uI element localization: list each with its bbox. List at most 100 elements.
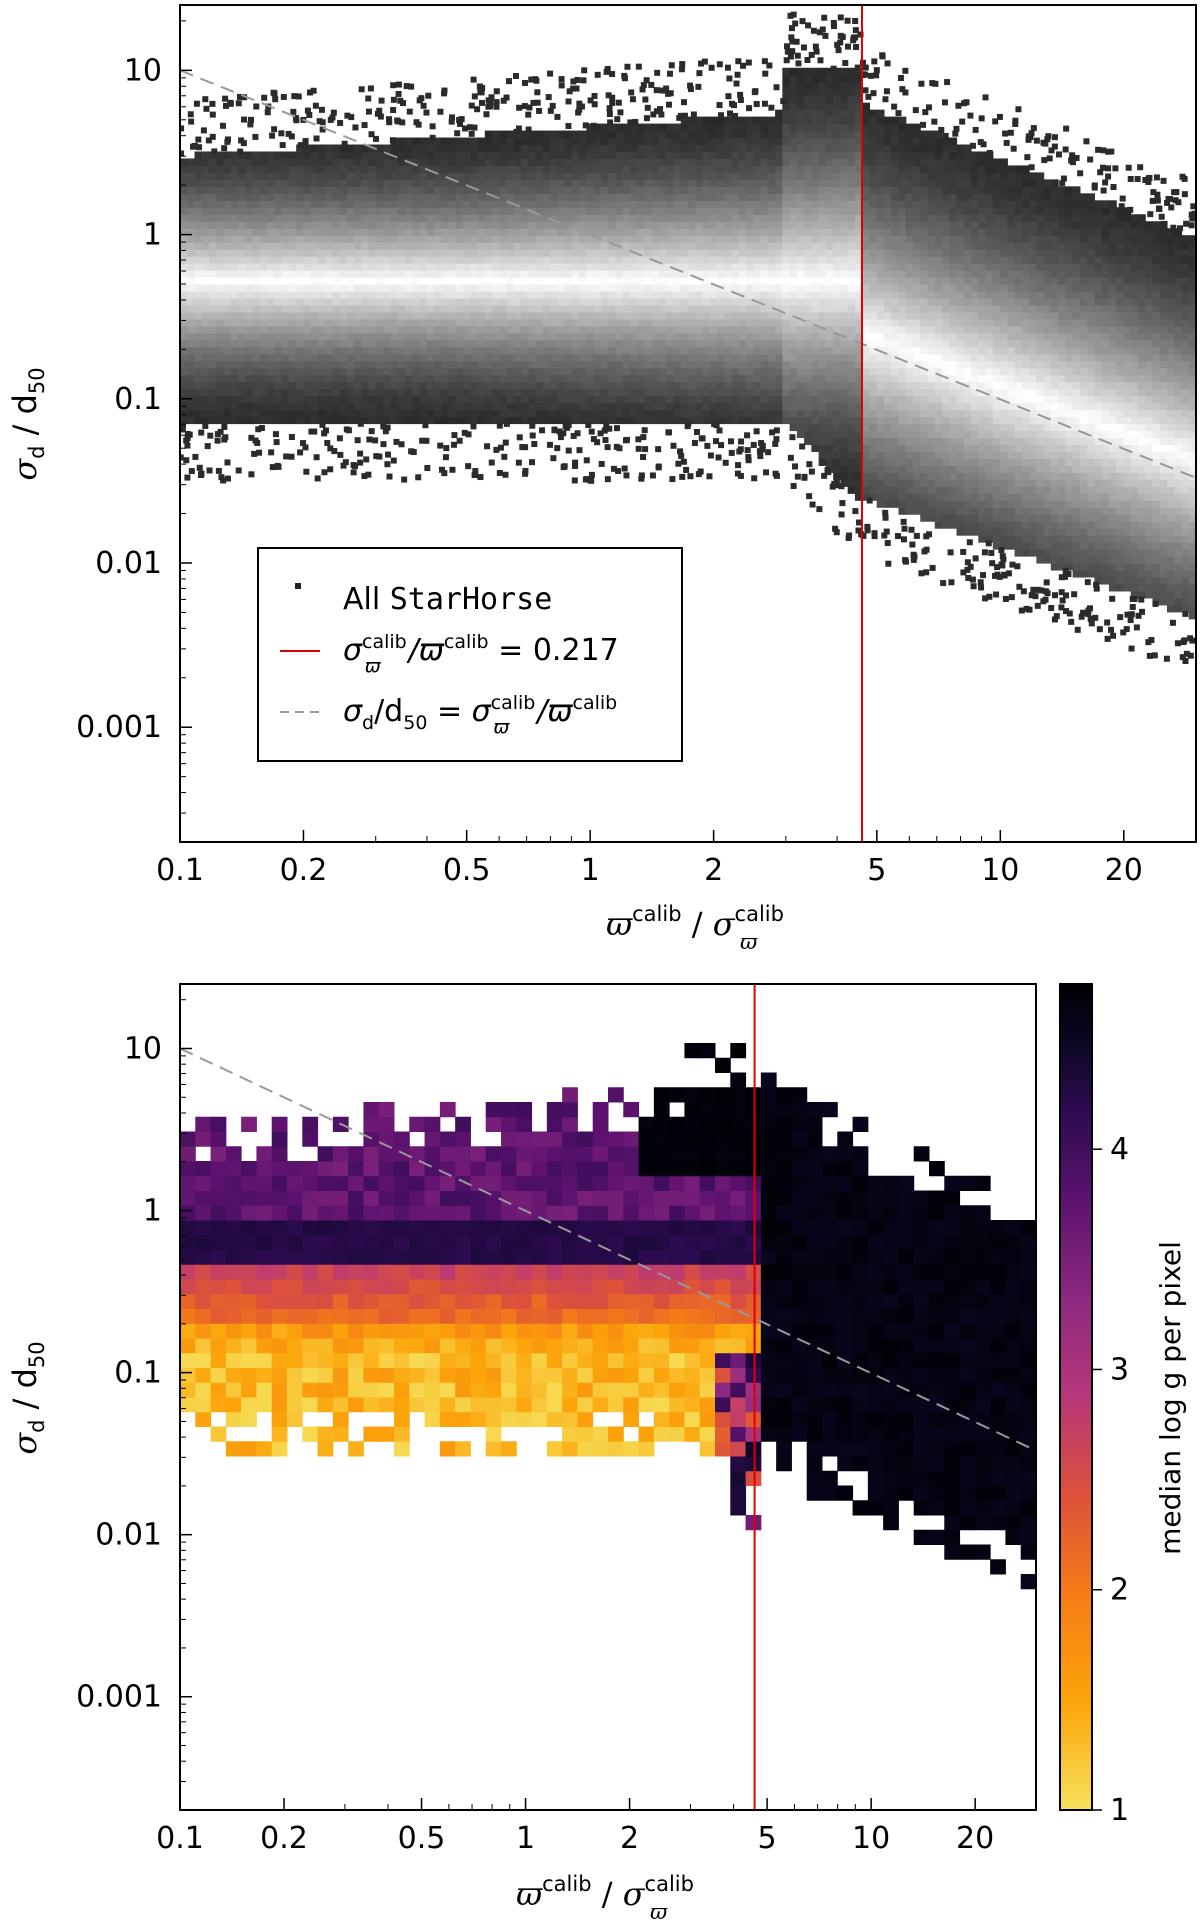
density-cell [201, 304, 210, 313]
density-cell [869, 270, 878, 278]
density-cell [709, 165, 718, 173]
density-cell [927, 207, 936, 215]
density-cell [426, 263, 435, 271]
density-cell [804, 325, 812, 334]
density-cell [528, 360, 537, 369]
density-cell [789, 67, 798, 76]
density-cell [651, 186, 660, 194]
density-cell [804, 388, 812, 397]
density-cell [339, 221, 348, 229]
density-cell [644, 395, 653, 404]
density-cell [963, 367, 972, 376]
density-cell [571, 158, 580, 167]
density-cell [971, 200, 979, 208]
density-cell [753, 207, 762, 215]
density-cell [361, 228, 370, 236]
density-cell [608, 144, 617, 153]
density-cell [296, 235, 304, 243]
density-cell [804, 144, 812, 153]
density-cell [383, 290, 392, 299]
density-cell [746, 332, 754, 341]
density-cell [470, 409, 479, 418]
density-cell [593, 130, 602, 139]
density-cell [404, 304, 413, 313]
density-cell [550, 193, 558, 201]
density-cell [942, 144, 950, 153]
density-cell [550, 388, 558, 397]
density-cell [825, 137, 834, 146]
density-cell [492, 186, 500, 194]
density-cell [550, 416, 558, 425]
density-cell [912, 256, 921, 264]
density-cell [317, 228, 326, 236]
density-cell [796, 186, 805, 194]
density-cell [688, 130, 696, 139]
density-cell [521, 304, 529, 313]
density-cell [746, 263, 754, 271]
density-cell [441, 395, 450, 404]
density-cell [550, 374, 558, 383]
density-cell [281, 353, 290, 362]
density-cell [942, 214, 950, 222]
density-cell [521, 228, 529, 236]
density-cell [434, 158, 442, 167]
density-cell [339, 144, 348, 153]
density-cell [673, 339, 682, 348]
density-cell [746, 207, 754, 215]
density-cell [361, 235, 370, 243]
density-cell [426, 388, 435, 397]
density-cell [201, 214, 210, 222]
density-cell [695, 130, 704, 139]
density-cell [216, 179, 225, 187]
density-cell [303, 416, 312, 425]
density-cell [310, 304, 319, 313]
density-cell [216, 332, 225, 341]
density-cell [724, 256, 733, 264]
density-cell [724, 304, 733, 313]
density-cell [557, 402, 566, 411]
density-cell [332, 207, 341, 215]
density-cell [274, 186, 283, 194]
density-cell [796, 88, 805, 97]
density-cell [383, 346, 392, 355]
density-cell [346, 304, 355, 313]
density-cell [833, 102, 841, 111]
density-cell [804, 381, 812, 390]
density-cell [201, 388, 210, 397]
density-cell [521, 151, 529, 160]
density-cell [521, 416, 529, 425]
density-cell [332, 332, 341, 341]
density-cell [963, 263, 972, 271]
density-cell [622, 346, 631, 355]
density-cell [963, 332, 972, 341]
density-cell [579, 367, 587, 376]
density-cell [354, 214, 363, 222]
density-cell [209, 186, 217, 194]
density-cell [542, 249, 551, 257]
density-cell [927, 416, 936, 425]
density-cell [455, 318, 464, 327]
density-cell [666, 137, 675, 146]
density-cell [905, 458, 914, 466]
density-cell [397, 151, 406, 160]
density-cell [709, 137, 718, 146]
density-cell [230, 304, 239, 313]
density-cell [854, 430, 863, 439]
density-cell [796, 381, 805, 390]
density-cell [397, 367, 406, 376]
density-cell [898, 507, 907, 515]
density-cell [332, 165, 341, 173]
density-cell [651, 381, 660, 390]
density-cell [513, 193, 522, 201]
density-cell [934, 158, 943, 167]
density-cell [375, 297, 384, 306]
density-cell [209, 304, 217, 313]
density-cell [223, 214, 232, 222]
density-cell [615, 158, 624, 167]
density-cell [891, 346, 900, 355]
density-cell [586, 374, 595, 383]
density-cell [971, 339, 979, 348]
density-cell [637, 151, 646, 160]
density-cell [666, 402, 675, 411]
density-cell [862, 297, 871, 306]
